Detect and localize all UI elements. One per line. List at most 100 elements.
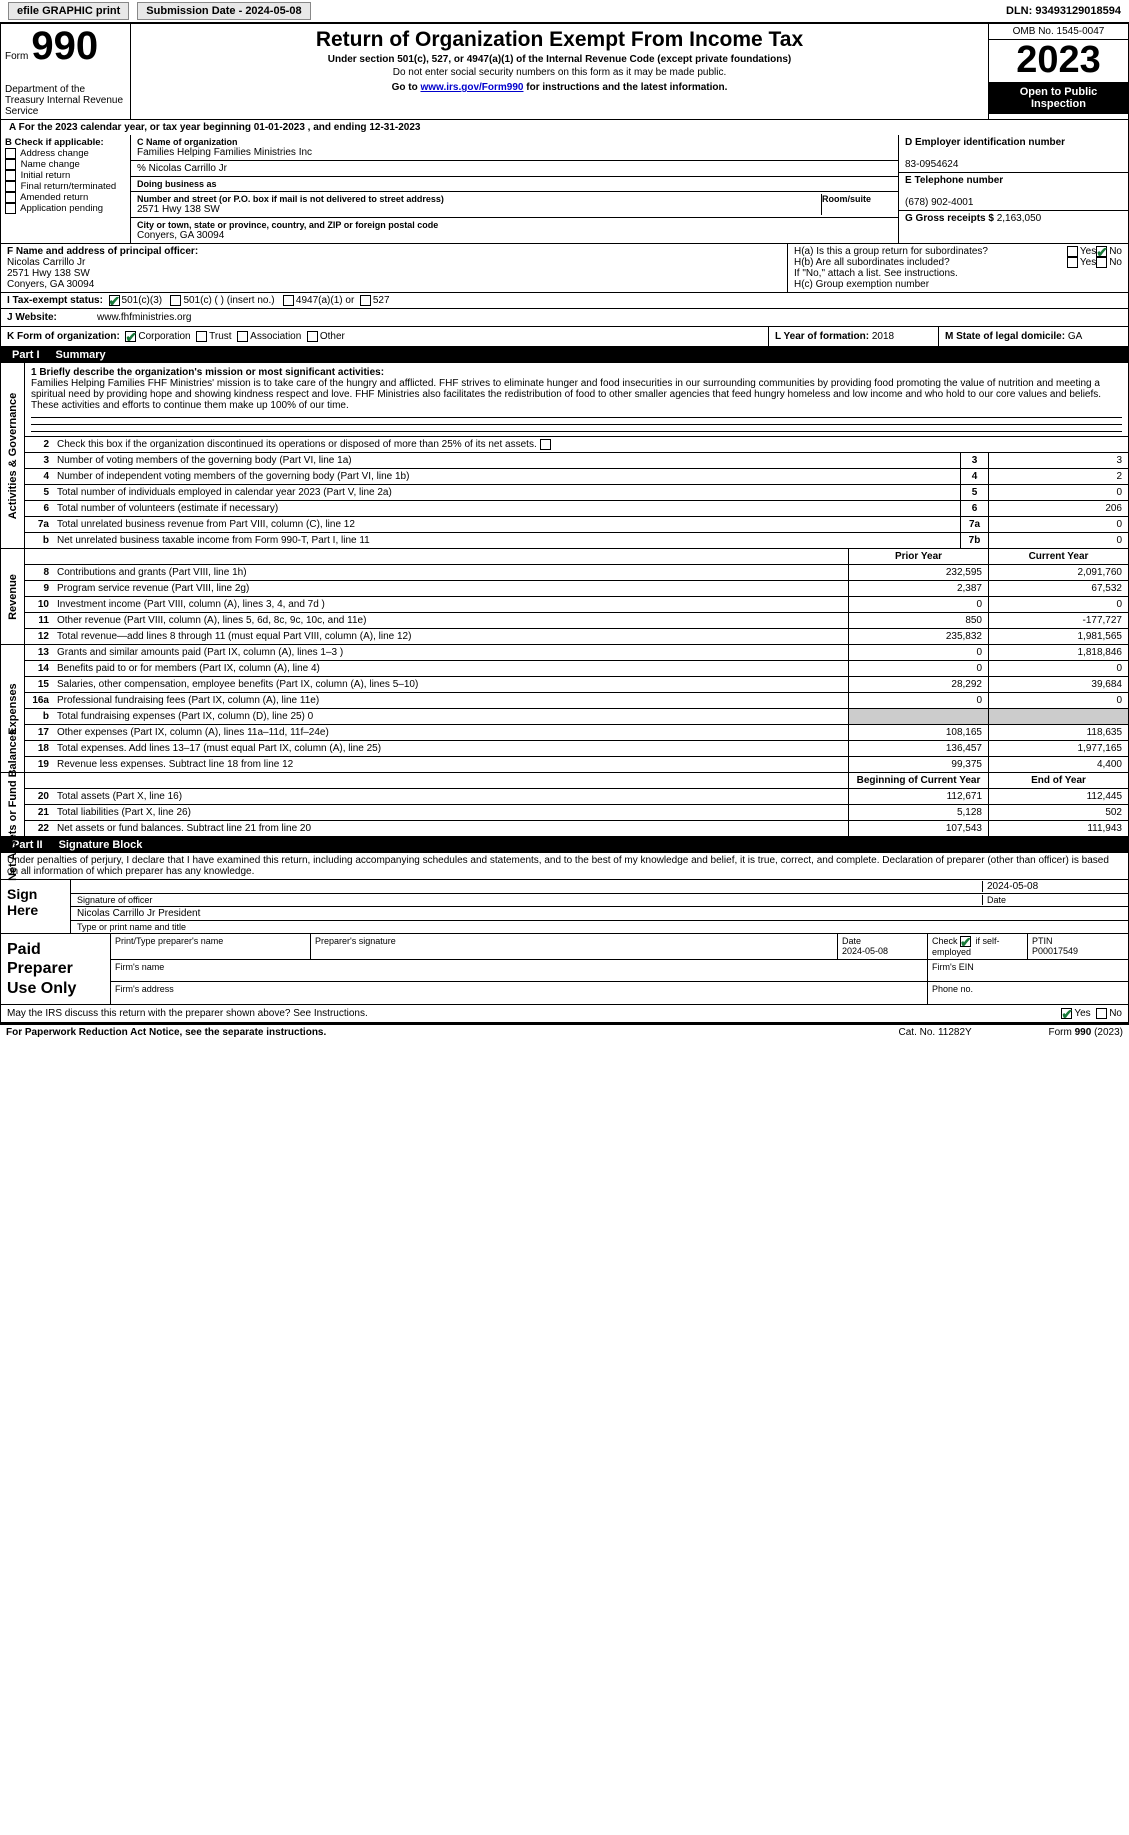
line2: 2 Check this box if the organization dis… [25, 437, 1128, 453]
hb-text: H(b) Are all subordinates included? [794, 257, 1067, 268]
firm-phone-lbl: Phone no. [928, 982, 1128, 1004]
part1-num: Part I [8, 349, 44, 361]
table-row: 4Number of independent voting members of… [25, 469, 1128, 485]
gross-value: 2,163,050 [997, 213, 1042, 224]
box-f: F Name and address of principal officer:… [1, 244, 788, 292]
hc-text: H(c) Group exemption number [794, 279, 1122, 290]
boxb-cb[interactable] [5, 203, 16, 214]
sig-date-lbl: Date [982, 895, 1122, 905]
corp-cb[interactable] [125, 331, 136, 342]
tax-year: 2023 [989, 40, 1128, 82]
netassets-section: Net Assets or Fund Balances Beginning of… [0, 773, 1129, 837]
row-k: K Form of organization: Corporation Trus… [0, 327, 1129, 347]
line2-cb[interactable] [540, 439, 551, 450]
j-label: J Website: [7, 312, 57, 323]
box-b-title: B Check if applicable: [5, 137, 126, 148]
part2-title: Signature Block [59, 839, 143, 851]
corp-lbl: Corporation [138, 331, 190, 342]
527-cb[interactable] [360, 295, 371, 306]
link-pre: Go to [392, 82, 421, 93]
submission-date-btn[interactable]: Submission Date - 2024-05-08 [137, 2, 310, 20]
table-row: 18Total expenses. Add lines 13–17 (must … [25, 741, 1128, 757]
boxb-cb[interactable] [5, 170, 16, 181]
page-footer: For Paperwork Reduction Act Notice, see … [0, 1023, 1129, 1040]
boxb-cb[interactable] [5, 159, 16, 170]
omb-text: OMB No. 1545-0047 [989, 24, 1128, 40]
501c-cb[interactable] [170, 295, 181, 306]
boxb-cb[interactable] [5, 148, 16, 159]
part1-title: Summary [56, 349, 106, 361]
other-cb[interactable] [307, 331, 318, 342]
mayirs-yes-cb[interactable] [1061, 1008, 1072, 1019]
boxb-cb[interactable] [5, 181, 16, 192]
form-year-box: OMB No. 1545-0047 2023 Open to PublicIns… [988, 24, 1128, 119]
ein-value: 83-0954624 [905, 159, 958, 170]
assoc-cb[interactable] [237, 331, 248, 342]
self-emp-lbl: Check if self-employed [932, 936, 1000, 957]
4947-lbl: 4947(a)(1) or [296, 295, 354, 306]
i-label: I Tax-exempt status: [7, 295, 103, 306]
efile-print-btn[interactable]: efile GRAPHIC print [8, 2, 129, 20]
ha-yes-cb[interactable] [1067, 246, 1078, 257]
tel-value: (678) 902-4001 [905, 197, 973, 208]
side-gov: Activities & Governance [1, 363, 25, 548]
officer-name-title: Nicolas Carrillo Jr President [77, 908, 1122, 919]
city-label: City or town, state or province, country… [137, 220, 892, 230]
hb-no-cb[interactable] [1096, 257, 1107, 268]
4947-cb[interactable] [283, 295, 294, 306]
expenses-section: Expenses 13Grants and similar amounts pa… [0, 645, 1129, 773]
table-row: 16aProfessional fundraising fees (Part I… [25, 693, 1128, 709]
boxb-opt: Initial return [5, 170, 126, 181]
part1-header: Part I Summary [0, 347, 1129, 363]
table-row: 3Number of voting members of the governi… [25, 453, 1128, 469]
section-fh: F Name and address of principal officer:… [0, 244, 1129, 293]
501c-lbl: 501(c) ( ) (insert no.) [183, 295, 274, 306]
mission-text: Families Helping Families FHF Ministries… [31, 378, 1101, 411]
m-label: M State of legal domicile: [945, 331, 1065, 342]
sig-date: 2024-05-08 [982, 881, 1122, 892]
yes-lbl: Yes [1080, 246, 1096, 257]
table-row: 14Benefits paid to or for members (Part … [25, 661, 1128, 677]
table-row: 21Total liabilities (Part X, line 26)5,1… [25, 805, 1128, 821]
may-irs-row: May the IRS discuss this return with the… [1, 1004, 1128, 1022]
hb-yes-cb[interactable] [1067, 257, 1078, 268]
section-bcd: B Check if applicable: Address change Na… [0, 135, 1129, 244]
name-label: C Name of organization [137, 137, 892, 147]
care-of: % Nicolas Carrillo Jr [137, 163, 227, 174]
box-d: D Employer identification number 83-0954… [898, 135, 1128, 243]
ha-no-cb[interactable] [1096, 246, 1107, 257]
form-title-box: Return of Organization Exempt From Incom… [131, 24, 988, 119]
hdr-end-year: End of Year [988, 773, 1128, 788]
irs-link[interactable]: www.irs.gov/Form990 [420, 82, 523, 93]
footer-r: Form 990 (2023) [1049, 1027, 1123, 1038]
assoc-lbl: Association [250, 331, 301, 342]
boxb-cb[interactable] [5, 192, 16, 203]
officer-name: Nicolas Carrillo Jr [7, 257, 85, 268]
table-row: 22Net assets or fund balances. Subtract … [25, 821, 1128, 836]
side-rev: Revenue [1, 549, 25, 644]
no-lbl2: No [1109, 257, 1122, 268]
may-irs-q: May the IRS discuss this return with the… [7, 1008, 1061, 1019]
footer-c: Cat. No. 11282Y [899, 1027, 1049, 1038]
mayirs-no-cb[interactable] [1096, 1008, 1107, 1019]
activities-section: Activities & Governance 1 Briefly descri… [0, 363, 1129, 549]
501c3-cb[interactable] [109, 295, 120, 306]
gross-label: G Gross receipts $ [905, 213, 994, 224]
dept-text: Department of the Treasury Internal Reve… [5, 84, 126, 117]
self-emp-cb[interactable] [960, 936, 971, 947]
line2-text: Check this box if the organization disco… [57, 439, 537, 450]
side-na: Net Assets or Fund Balances [1, 773, 25, 836]
box-b: B Check if applicable: Address change Na… [1, 135, 131, 243]
part2-header: Part II Signature Block [0, 837, 1129, 853]
form-number: 990 [31, 24, 98, 68]
boxb-opt: Amended return [5, 192, 126, 203]
link-post: for instructions and the latest informat… [526, 82, 727, 93]
boxb-opt: Application pending [5, 203, 126, 214]
m-val: GA [1068, 331, 1082, 342]
table-row: 12Total revenue—add lines 8 through 11 (… [25, 629, 1128, 644]
mayirs-no-lbl: No [1109, 1008, 1122, 1019]
mission-block: 1 Briefly describe the organization's mi… [25, 363, 1128, 437]
officer-addr2: Conyers, GA 30094 [7, 279, 94, 290]
firm-name-lbl: Firm's name [111, 960, 928, 981]
trust-cb[interactable] [196, 331, 207, 342]
